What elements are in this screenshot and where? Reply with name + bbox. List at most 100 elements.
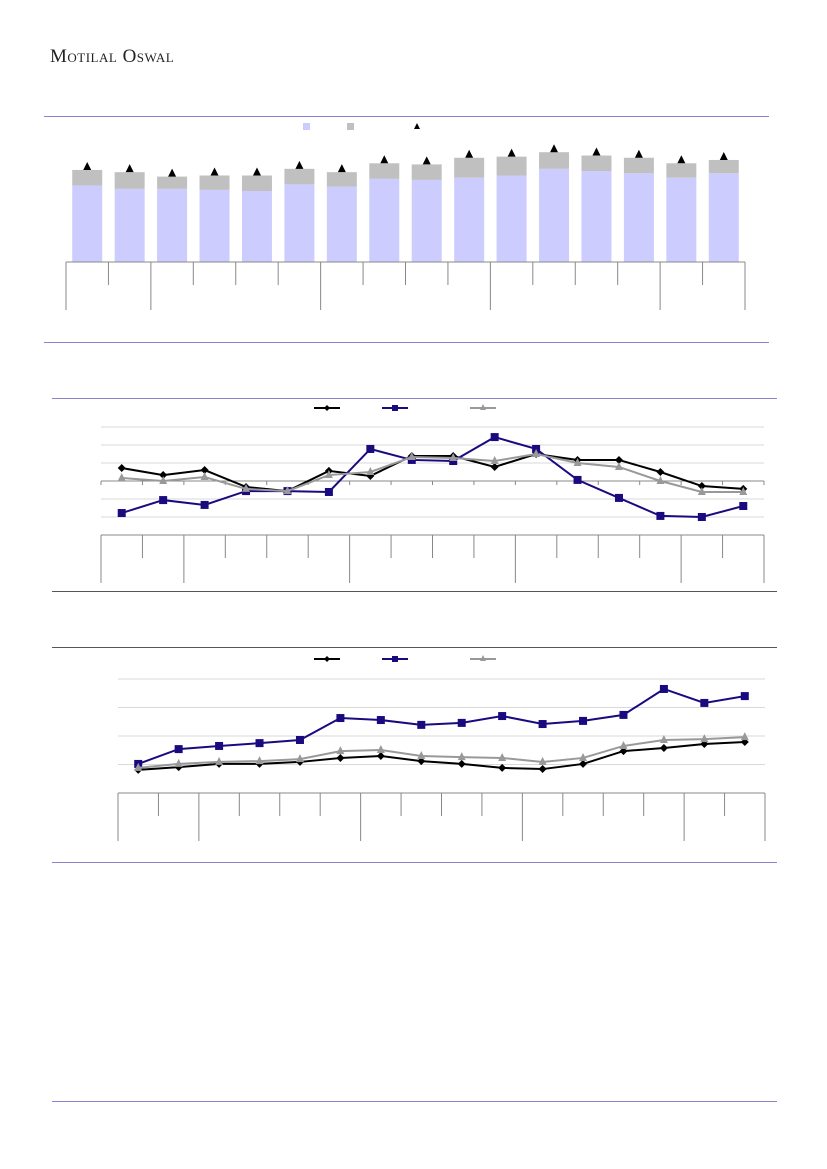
series-1-point — [457, 759, 466, 768]
bar-segment-top — [581, 155, 612, 172]
series-3-point — [579, 752, 588, 761]
bar-segment-base — [369, 178, 400, 262]
bar-segment-base — [326, 186, 357, 262]
series-2-point — [366, 444, 375, 453]
series-3-point — [215, 756, 224, 765]
bar-segment-top — [72, 169, 103, 186]
bar-segment-top — [496, 156, 527, 176]
series-1-point — [336, 753, 345, 762]
series-3-point — [174, 758, 183, 767]
series-1-point — [490, 462, 499, 471]
bar-segment-base — [114, 188, 145, 262]
bar-segment-top — [454, 157, 485, 178]
triangle-marker — [634, 149, 643, 158]
series-2-point — [200, 500, 209, 509]
series-2-point — [573, 475, 582, 484]
triangle-marker — [592, 147, 601, 156]
series-3-point — [700, 734, 709, 743]
series-3-point — [324, 470, 333, 479]
series-2-point — [659, 684, 668, 693]
series-3-point — [283, 486, 292, 495]
bar-segment-top — [284, 168, 315, 185]
series-1-point — [538, 765, 547, 774]
series-3-point — [656, 476, 665, 484]
series-2-point — [619, 710, 628, 719]
bar-segment-top — [326, 172, 357, 187]
series-1-point — [498, 763, 507, 772]
bar-segment-top — [411, 164, 442, 180]
series-1-point — [159, 471, 168, 480]
series-3-point — [242, 483, 251, 492]
series-2-point — [656, 511, 665, 520]
series-2-point — [538, 720, 547, 729]
series-3-point — [538, 756, 547, 765]
series-2-point — [700, 698, 709, 707]
triangle-marker — [422, 156, 431, 165]
triangle-marker — [677, 155, 686, 164]
triangle-marker — [719, 151, 728, 160]
series-2-point — [498, 712, 507, 721]
series-3-point — [740, 732, 749, 741]
series-1-point — [656, 468, 665, 476]
triangle-marker — [252, 167, 261, 176]
bar-segment-base — [157, 188, 188, 262]
triangle-marker — [380, 155, 389, 164]
triangle-marker — [507, 148, 516, 157]
triangle-marker — [168, 168, 177, 177]
triangle-marker — [550, 144, 559, 153]
bar-segment-base — [539, 168, 570, 262]
triangle-marker — [465, 149, 474, 158]
series-3-point — [255, 756, 264, 765]
bar-segment-top — [623, 157, 654, 174]
bar-segment-base — [72, 185, 103, 262]
bar-segment-top — [539, 152, 570, 169]
bar-segment-base — [581, 171, 612, 262]
series-2-point — [255, 739, 264, 748]
bar-segment-base — [454, 177, 485, 262]
divider — [52, 398, 777, 399]
series-3-point — [159, 476, 168, 484]
series-2-point — [117, 509, 126, 518]
legend-swatch-series-1 — [303, 123, 310, 130]
series-2-line — [137, 687, 745, 765]
divider — [52, 591, 777, 592]
series-1-point — [619, 747, 628, 756]
bar-segment-base — [666, 177, 697, 262]
bar-segment-top — [114, 172, 145, 189]
divider — [52, 862, 777, 863]
series-3-point — [739, 486, 748, 495]
series-3-point — [457, 752, 466, 761]
legend-marker-series-3 — [480, 404, 486, 410]
triangle-marker — [295, 160, 304, 169]
series-1-point — [376, 751, 385, 760]
series-3-point — [498, 752, 507, 761]
series-1-point — [417, 757, 426, 766]
series-1-line — [121, 452, 744, 493]
series-1-point — [659, 743, 668, 752]
series-3-point — [449, 452, 458, 461]
legend-marker-series-1 — [324, 405, 330, 411]
series-2-point — [449, 457, 458, 466]
brand-logo: Motilal Oswal — [50, 46, 175, 67]
series-3-point — [295, 754, 304, 763]
series-3-point — [376, 744, 385, 753]
series-3-point — [117, 472, 126, 481]
series-3-line — [121, 452, 744, 493]
series-3-point — [336, 746, 345, 755]
series-2-point — [614, 493, 623, 502]
legend-marker-series-3 — [414, 123, 420, 129]
series-2-point — [740, 692, 749, 701]
series-3-point — [697, 486, 706, 495]
series-2-point — [336, 714, 345, 723]
bar-segment-base — [411, 179, 442, 262]
legend-swatch-series-2 — [347, 123, 354, 130]
series-3-point — [417, 750, 426, 759]
series-2-point — [457, 718, 466, 727]
series-2-point — [739, 502, 748, 511]
triangle-marker — [210, 167, 219, 176]
divider — [44, 342, 769, 343]
bar-segment-base — [199, 189, 230, 262]
divider — [52, 647, 777, 648]
series-2-point — [417, 720, 426, 729]
